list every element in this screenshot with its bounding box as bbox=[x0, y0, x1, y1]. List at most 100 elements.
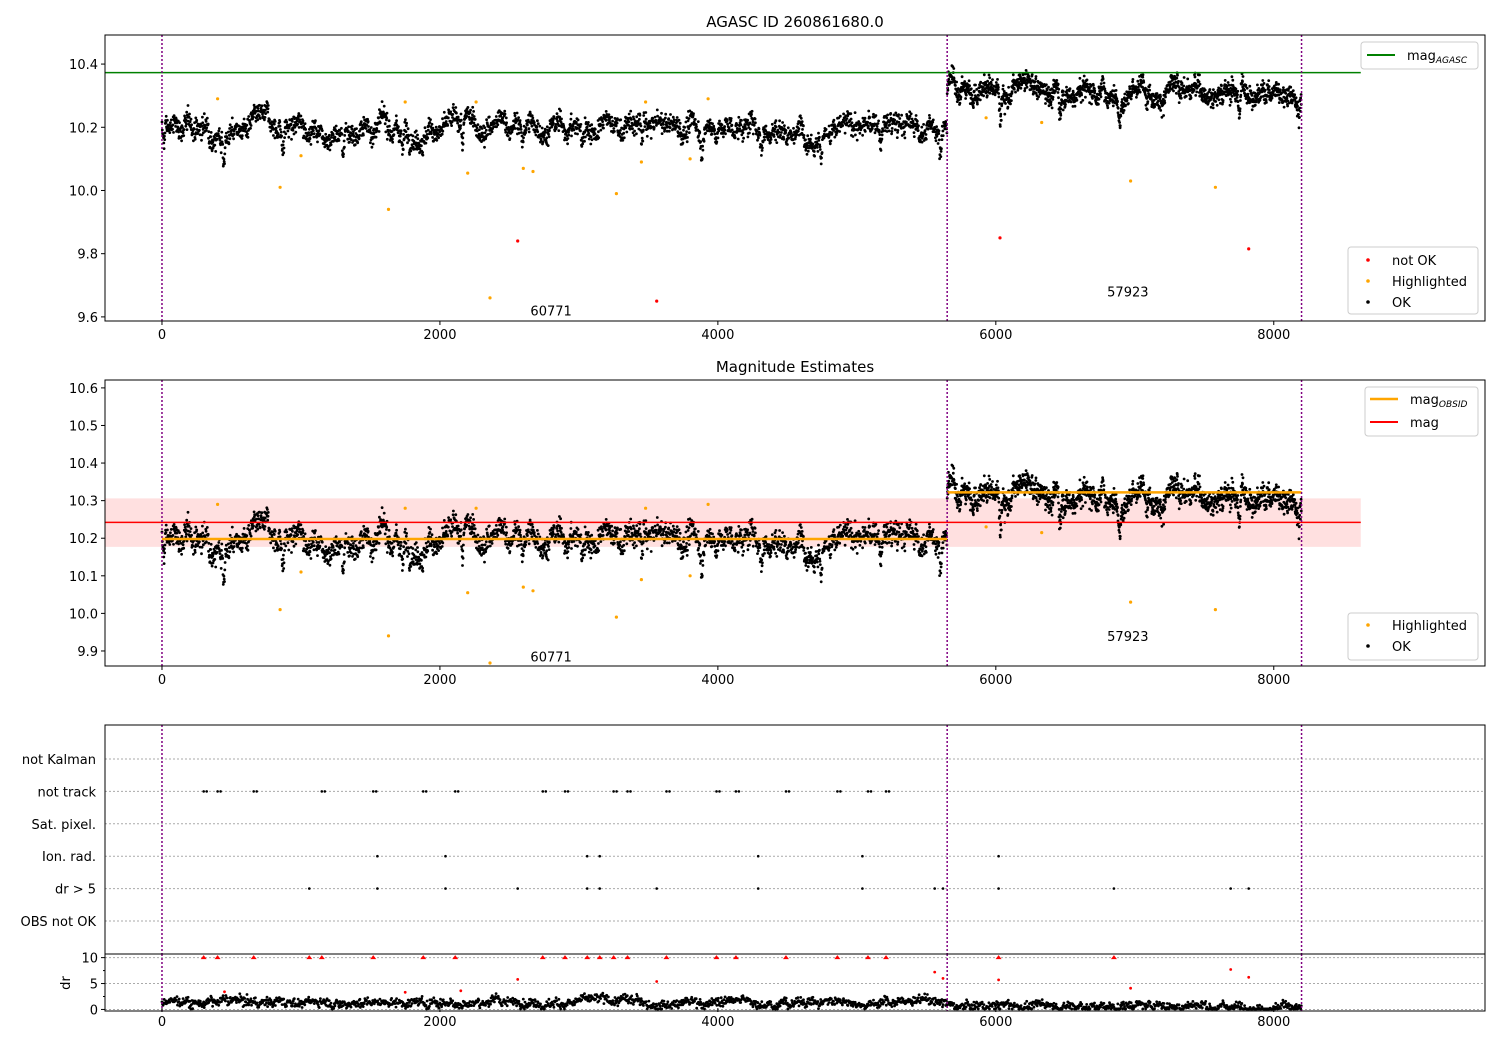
ok-point bbox=[655, 119, 658, 122]
ok-point bbox=[642, 129, 645, 132]
ok-point bbox=[223, 162, 226, 165]
ok-point bbox=[241, 547, 244, 550]
ok-point bbox=[799, 114, 802, 117]
ok-point bbox=[692, 112, 695, 115]
ok-point bbox=[405, 542, 408, 545]
ok-point bbox=[198, 129, 201, 132]
ok-point bbox=[536, 119, 539, 122]
ok-point bbox=[514, 127, 517, 130]
ok-point bbox=[557, 129, 560, 132]
ok-point bbox=[669, 113, 672, 116]
ok-point bbox=[1259, 99, 1262, 102]
ok-point bbox=[352, 542, 355, 545]
highlighted-point bbox=[531, 170, 534, 173]
ok-point bbox=[1116, 100, 1119, 103]
ok-point bbox=[1296, 105, 1299, 108]
ok-point bbox=[718, 120, 721, 123]
ok-point bbox=[641, 140, 644, 143]
ok-point bbox=[1115, 89, 1118, 92]
ok-point bbox=[819, 148, 822, 151]
ok-point bbox=[205, 120, 208, 123]
ok-point bbox=[679, 127, 682, 130]
ok-point bbox=[209, 135, 212, 138]
ok-point bbox=[964, 97, 967, 100]
ok-point bbox=[965, 94, 968, 97]
ok-point bbox=[259, 117, 262, 120]
ok-point bbox=[536, 130, 539, 133]
ok-point bbox=[401, 558, 404, 561]
ok-point bbox=[646, 135, 649, 138]
ok-point bbox=[888, 130, 891, 133]
ok-point bbox=[488, 116, 491, 119]
ok-point bbox=[750, 113, 753, 116]
ok-point bbox=[531, 117, 534, 120]
legend-marker bbox=[1366, 300, 1370, 304]
ok-point bbox=[185, 111, 188, 114]
ok-point bbox=[201, 121, 204, 124]
ok-point bbox=[913, 131, 916, 134]
ok-point bbox=[917, 129, 920, 132]
ok-point bbox=[543, 134, 546, 137]
ok-point bbox=[400, 132, 403, 135]
ok-point bbox=[1204, 89, 1207, 92]
ok-point bbox=[631, 127, 634, 130]
ok-point bbox=[573, 129, 576, 132]
ok-point bbox=[369, 141, 372, 144]
ok-point bbox=[635, 132, 638, 135]
ok-point bbox=[661, 132, 664, 135]
ok-point bbox=[828, 125, 831, 128]
ok-point bbox=[988, 74, 991, 77]
ok-point bbox=[723, 125, 726, 128]
ok-point bbox=[292, 540, 295, 543]
ok-point bbox=[400, 129, 403, 132]
ok-point bbox=[298, 126, 301, 129]
ok-point bbox=[938, 139, 941, 142]
ok-point bbox=[656, 109, 659, 112]
ok-point bbox=[178, 121, 181, 124]
highlighted-point bbox=[466, 172, 469, 175]
ok-point bbox=[525, 129, 528, 132]
ok-point bbox=[190, 534, 193, 537]
ok-point bbox=[754, 121, 757, 124]
ok-point bbox=[172, 124, 175, 127]
ok-point bbox=[678, 119, 681, 122]
ok-point bbox=[455, 112, 458, 115]
ok-point bbox=[328, 551, 331, 554]
x-tick-label: 0 bbox=[158, 328, 166, 343]
ok-point bbox=[1080, 94, 1083, 97]
ok-point bbox=[183, 523, 186, 526]
ok-point bbox=[408, 552, 411, 555]
ok-point bbox=[169, 121, 172, 124]
ok-point bbox=[200, 552, 203, 555]
ok-point bbox=[163, 547, 166, 550]
ok-point bbox=[306, 546, 309, 549]
ok-point bbox=[973, 90, 976, 93]
ok-point bbox=[217, 544, 220, 547]
ok-point bbox=[894, 128, 897, 131]
ok-point bbox=[904, 137, 907, 140]
ok-point bbox=[259, 526, 262, 529]
ok-point bbox=[367, 120, 370, 123]
ok-point bbox=[697, 120, 700, 123]
ok-point bbox=[341, 545, 344, 548]
ok-point bbox=[402, 545, 405, 548]
ok-point bbox=[1052, 96, 1055, 99]
ok-point bbox=[287, 549, 290, 552]
ok-point bbox=[1190, 96, 1193, 99]
ok-point bbox=[952, 67, 955, 70]
ok-point bbox=[302, 120, 305, 123]
ok-point bbox=[1136, 80, 1139, 83]
ok-point bbox=[194, 526, 197, 529]
ok-point bbox=[1220, 84, 1223, 87]
ok-point bbox=[669, 126, 672, 129]
ok-point bbox=[816, 146, 819, 149]
ok-point bbox=[273, 123, 276, 126]
ok-point bbox=[377, 526, 380, 529]
ok-point bbox=[358, 137, 361, 140]
ok-point bbox=[1261, 79, 1264, 82]
ok-point bbox=[623, 136, 626, 139]
ok-point bbox=[249, 127, 252, 130]
ok-point bbox=[280, 135, 283, 138]
ok-point bbox=[401, 569, 404, 572]
ok-point bbox=[526, 124, 529, 127]
